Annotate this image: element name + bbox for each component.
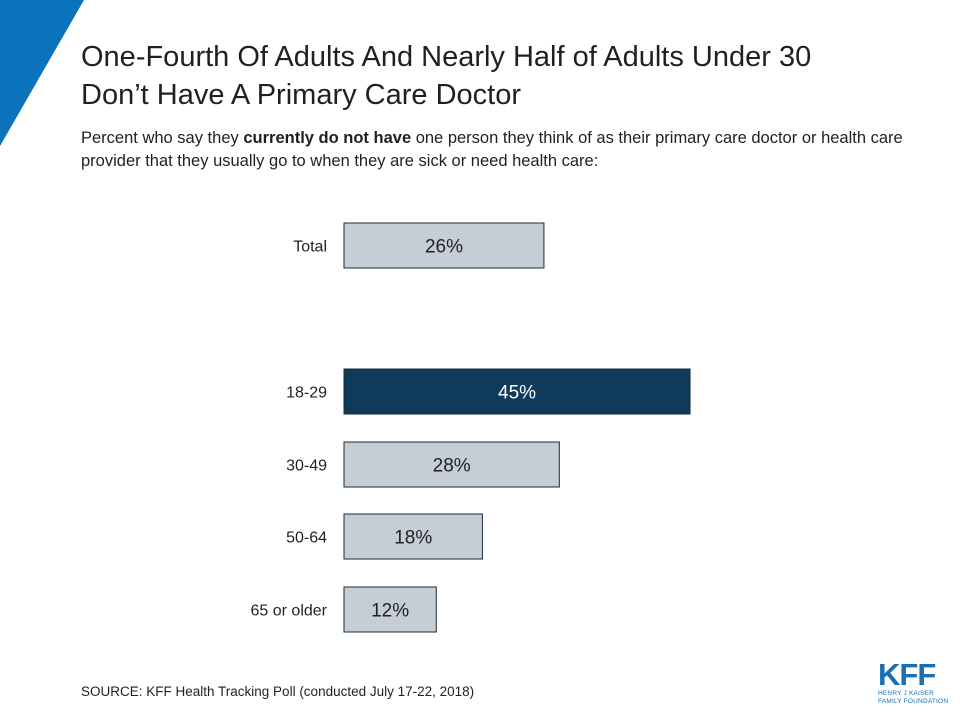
chart-title: One-Fourth Of Adults And Nearly Half of … [81, 38, 941, 114]
subtitle-pre: Percent who say they [81, 129, 244, 147]
logo-subtext-line1: HENRY J KAISER [878, 690, 935, 697]
data-label: 45% [498, 383, 536, 404]
subtitle-post: one person they think of as their primar… [81, 129, 903, 170]
data-label: 18% [394, 528, 432, 549]
bar-18-29 [343, 368, 691, 415]
category-label: 65 or older [251, 603, 328, 620]
subtitle-emphasis: currently do not have [243, 129, 412, 147]
logo-wordmark: KFF [878, 657, 936, 692]
bar-65-or-older [343, 586, 437, 633]
chart-title-line2: Don’t Have A Primary Care Doctor [81, 79, 521, 111]
logo-subtext-line2: FAMILY FOUNDATION [878, 698, 949, 705]
category-label: Total [293, 239, 327, 256]
category-label: 30-49 [286, 458, 327, 475]
chart-subtitle: Percent who say they currently do not ha… [81, 127, 931, 173]
bar-total [343, 222, 545, 269]
data-label: 12% [371, 601, 409, 622]
source-note: SOURCE: KFF Health Tracking Poll (conduc… [81, 684, 475, 699]
data-label: 26% [425, 237, 463, 258]
chart-title-line1: One-Fourth Of Adults And Nearly Half of … [81, 41, 812, 73]
category-label: 50-64 [286, 530, 327, 547]
data-label: 28% [433, 456, 471, 477]
category-label: 18-29 [286, 385, 327, 402]
bar-30-49 [343, 441, 560, 488]
bar-50-64 [343, 513, 483, 560]
kff-logo: KFF HENRY J KAISER FAMILY FOUNDATION [878, 657, 949, 706]
corner-accent-triangle [0, 0, 84, 146]
